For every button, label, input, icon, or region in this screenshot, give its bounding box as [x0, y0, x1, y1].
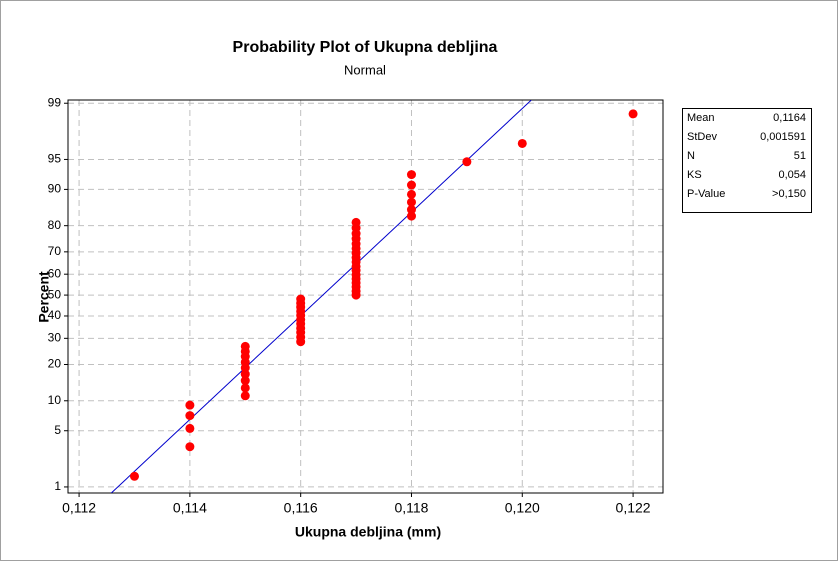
data-point: [240, 391, 250, 401]
y-tick-label: 80: [48, 218, 62, 232]
data-point: [406, 170, 416, 180]
x-axis-label: Ukupna debljina (mm): [295, 524, 441, 540]
y-tick-label: 50: [48, 287, 62, 301]
y-tick-label: 20: [48, 357, 62, 371]
data-point: [240, 376, 250, 386]
data-point: [185, 442, 195, 452]
stat-name: P-Value: [687, 188, 725, 200]
x-tick-label: 0,112: [62, 500, 96, 516]
y-tick-label: 30: [48, 331, 62, 345]
data-point: [406, 197, 416, 207]
data-point: [406, 205, 416, 215]
y-tick-label: 70: [48, 244, 62, 258]
stat-value: 0,1164: [773, 112, 806, 124]
stat-name: N: [687, 150, 695, 162]
x-tick-label: 0,116: [284, 500, 318, 516]
stat-name: Mean: [687, 112, 715, 124]
y-tick-label: 90: [48, 182, 62, 196]
data-point: [406, 189, 416, 199]
stat-value: 0,054: [778, 169, 806, 181]
y-tick-label: 10: [48, 393, 62, 407]
y-tick-label: 1: [54, 479, 61, 493]
data-point: [185, 411, 195, 421]
stat-value: 0,001591: [760, 131, 806, 143]
data-point: [240, 341, 250, 351]
stat-name: KS: [687, 169, 702, 181]
stat-value: 51: [794, 150, 806, 162]
x-tick-label: 0,120: [505, 500, 540, 516]
stat-name: StDev: [687, 131, 717, 143]
data-point: [240, 369, 250, 379]
data-point: [240, 383, 250, 393]
data-point: [351, 217, 361, 227]
data-point: [628, 109, 638, 119]
y-axis-label: Percent: [36, 271, 52, 323]
data-point: [185, 400, 195, 410]
data-point: [406, 211, 416, 221]
data-point: [462, 157, 472, 167]
plot-frame: [67, 99, 664, 494]
data-point: [296, 294, 306, 304]
data-point: [406, 180, 416, 190]
data-point: [129, 471, 139, 481]
data-point: [185, 423, 195, 433]
data-point: [517, 138, 527, 148]
x-tick-label: 0,118: [394, 500, 428, 516]
x-tick-label: 0,122: [616, 500, 651, 516]
chart-title: Probability Plot of Ukupna debljina: [233, 39, 498, 56]
y-tick-label: 99: [48, 95, 62, 109]
y-tick-label: 5: [54, 423, 61, 437]
stat-value: >0,150: [772, 188, 806, 200]
stats-box: [682, 108, 812, 213]
y-tick-label: 40: [48, 308, 62, 322]
y-tick-label: 60: [48, 266, 62, 280]
fit-line: [110, 100, 532, 493]
x-tick-label: 0,114: [173, 500, 207, 516]
chart-subtitle: Normal: [344, 62, 386, 77]
y-tick-label: 95: [48, 152, 62, 166]
